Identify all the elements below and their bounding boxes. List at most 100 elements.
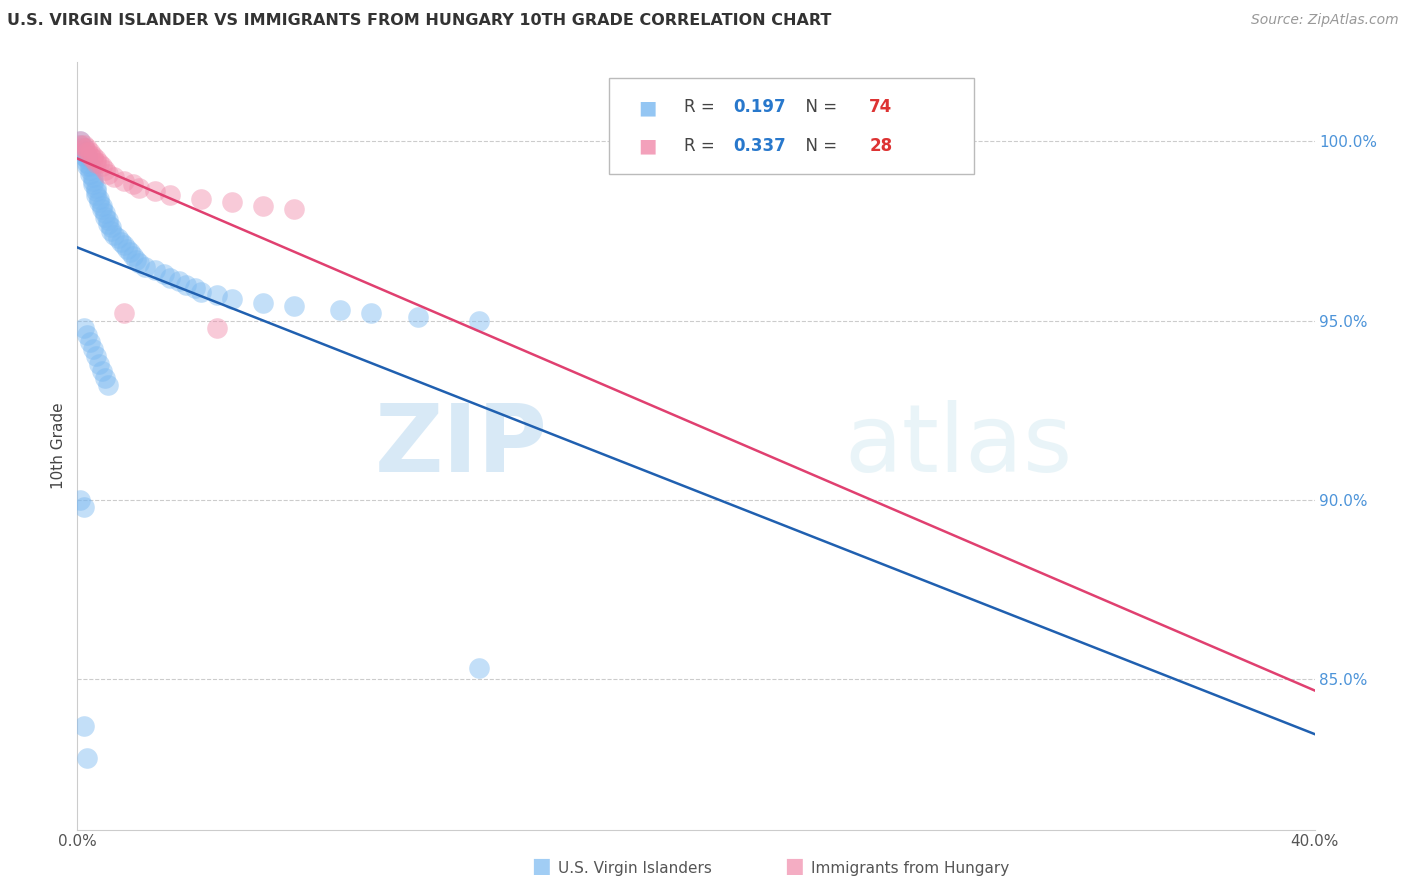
- Point: [91, 202, 114, 217]
- Point: [97, 217, 120, 231]
- Point: [112, 306, 135, 320]
- Point: [169, 274, 191, 288]
- Point: [82, 342, 104, 356]
- Point: [94, 206, 117, 220]
- Point: [112, 174, 135, 188]
- Point: [76, 141, 98, 155]
- Text: ■: ■: [638, 136, 657, 156]
- Point: [76, 327, 98, 342]
- Text: 74: 74: [869, 98, 893, 117]
- Point: [100, 220, 122, 235]
- Point: [174, 277, 197, 292]
- Point: [97, 378, 120, 392]
- Point: [205, 320, 228, 334]
- Point: [91, 364, 114, 378]
- Point: [190, 285, 212, 299]
- Point: [125, 252, 148, 267]
- Point: [69, 492, 91, 507]
- Text: 28: 28: [869, 136, 893, 155]
- Point: [76, 145, 98, 159]
- Point: [82, 174, 104, 188]
- Point: [94, 163, 117, 178]
- Point: [122, 178, 145, 192]
- Point: [360, 306, 382, 320]
- Text: N =: N =: [794, 98, 842, 117]
- Point: [190, 192, 212, 206]
- Point: [153, 267, 176, 281]
- Point: [406, 310, 429, 324]
- Point: [107, 231, 129, 245]
- Text: ■: ■: [638, 98, 657, 118]
- Text: N =: N =: [794, 136, 842, 155]
- Point: [72, 718, 94, 732]
- FancyBboxPatch shape: [609, 78, 974, 174]
- Point: [468, 313, 491, 327]
- Point: [72, 500, 94, 514]
- Point: [79, 167, 101, 181]
- Point: [103, 170, 125, 185]
- Point: [283, 299, 305, 313]
- Point: [184, 281, 207, 295]
- Point: [103, 227, 125, 242]
- Point: [76, 156, 98, 170]
- Point: [79, 145, 101, 159]
- Text: Immigrants from Hungary: Immigrants from Hungary: [811, 861, 1010, 876]
- Point: [134, 260, 156, 274]
- Point: [87, 192, 110, 206]
- Text: 0.337: 0.337: [733, 136, 786, 155]
- Point: [143, 263, 166, 277]
- Point: [252, 295, 274, 310]
- Point: [76, 751, 98, 765]
- Point: [72, 137, 94, 152]
- Point: [79, 148, 101, 162]
- Point: [122, 249, 145, 263]
- Text: R =: R =: [683, 98, 720, 117]
- Point: [87, 156, 110, 170]
- Text: ZIP: ZIP: [374, 400, 547, 492]
- Point: [143, 185, 166, 199]
- Point: [79, 160, 101, 174]
- Point: [468, 661, 491, 675]
- Text: atlas: atlas: [845, 400, 1073, 492]
- Point: [94, 371, 117, 385]
- Point: [87, 357, 110, 371]
- Text: U.S. Virgin Islanders: U.S. Virgin Islanders: [558, 861, 711, 876]
- Point: [79, 334, 101, 349]
- Point: [100, 224, 122, 238]
- Point: [128, 181, 150, 195]
- Point: [72, 148, 94, 162]
- Point: [79, 163, 101, 178]
- Point: [283, 202, 305, 217]
- Point: [72, 141, 94, 155]
- Point: [329, 302, 352, 317]
- Point: [69, 137, 91, 152]
- Text: R =: R =: [683, 136, 720, 155]
- Point: [69, 137, 91, 152]
- Point: [97, 213, 120, 227]
- Point: [110, 235, 132, 249]
- Point: [84, 156, 107, 170]
- Point: [69, 134, 91, 148]
- Point: [84, 350, 107, 364]
- Text: ■: ■: [531, 856, 551, 876]
- Point: [115, 242, 138, 256]
- Point: [252, 199, 274, 213]
- Point: [97, 167, 120, 181]
- Point: [82, 148, 104, 162]
- Point: [94, 210, 117, 224]
- Point: [76, 148, 98, 162]
- Point: [76, 153, 98, 167]
- Text: U.S. VIRGIN ISLANDER VS IMMIGRANTS FROM HUNGARY 10TH GRADE CORRELATION CHART: U.S. VIRGIN ISLANDER VS IMMIGRANTS FROM …: [7, 13, 831, 29]
- Point: [84, 153, 107, 167]
- Point: [82, 178, 104, 192]
- Point: [82, 170, 104, 185]
- Point: [84, 188, 107, 202]
- Point: [159, 270, 181, 285]
- Point: [72, 141, 94, 155]
- Point: [84, 181, 107, 195]
- Y-axis label: 10th Grade: 10th Grade: [51, 402, 66, 490]
- Point: [84, 185, 107, 199]
- Point: [69, 134, 91, 148]
- Text: Source: ZipAtlas.com: Source: ZipAtlas.com: [1251, 13, 1399, 28]
- Point: [91, 160, 114, 174]
